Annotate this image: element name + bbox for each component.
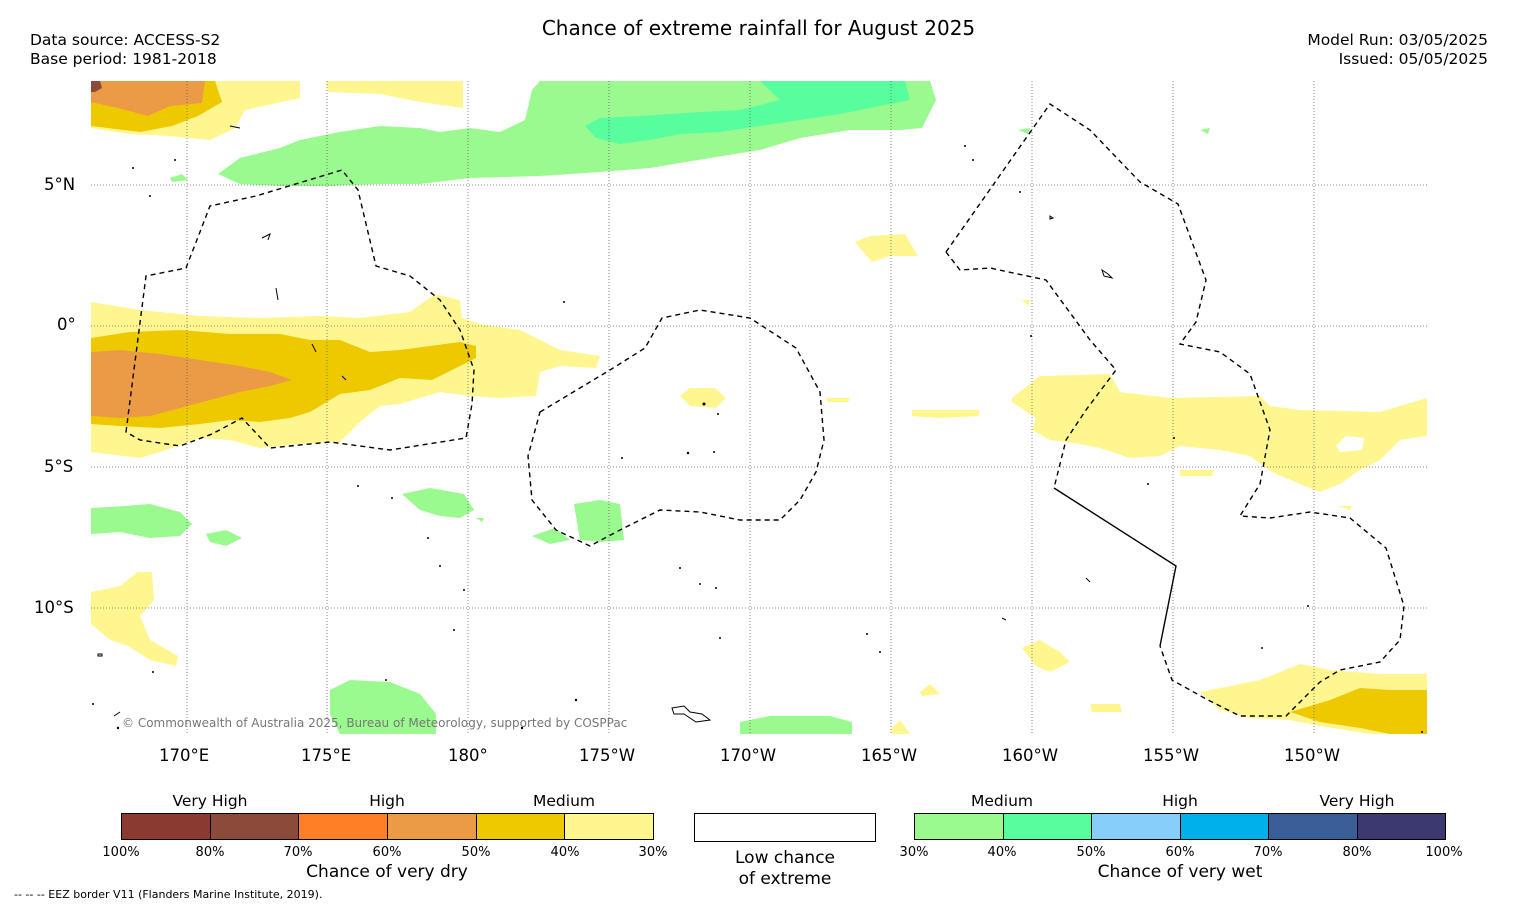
dry-swatch-1 [122, 814, 211, 839]
lon-label-150w: 150°W [1284, 746, 1341, 765]
wet-swatch-2 [1003, 814, 1092, 839]
issued-text: Issued: 05/05/2025 [1338, 50, 1488, 68]
wet-swatch-1 [915, 814, 1004, 839]
wet-colorbar [914, 813, 1446, 840]
dry-level-very-high: Very High [172, 792, 248, 810]
dry-tick: 100% [102, 845, 140, 860]
eez-solid-border [1053, 487, 1177, 647]
dry-swatch-6 [565, 814, 654, 839]
dry-tick: 30% [638, 845, 668, 860]
dry-tick: 50% [461, 845, 491, 860]
lat-label-5s: 5°S [44, 457, 74, 476]
low-chance-line1: Low chance [735, 848, 835, 868]
dry-tick: 60% [372, 845, 402, 860]
wet-level-high: High [1162, 792, 1198, 810]
wet-tick: 70% [1253, 845, 1283, 860]
data-source-text: Data source: ACCESS-S2 [30, 31, 221, 49]
dry-tick: 40% [550, 845, 580, 860]
copyright-text: © Commonwealth of Australia 2025, Bureau… [122, 716, 628, 730]
lat-label-0: 0° [57, 315, 76, 334]
lon-label-160w: 160°W [1002, 746, 1059, 765]
dry-swatch-2 [210, 814, 300, 839]
model-run-text: Model Run: 03/05/2025 [1307, 31, 1488, 49]
eez-borders [125, 103, 1405, 717]
dry-swatch-3 [299, 814, 389, 839]
wet-tick: 60% [1165, 845, 1195, 860]
low-chance-swatch [694, 813, 876, 842]
islands [97, 125, 1114, 723]
dry-swatch-5 [476, 814, 566, 839]
dry-level-high: High [369, 792, 405, 810]
lat-label-5n: 5°N [44, 175, 76, 194]
wet-tick: 30% [899, 845, 929, 860]
lon-label-170w: 170°W [720, 746, 777, 765]
gridlines [91, 81, 1427, 734]
low-chance-line2: of extreme [738, 869, 832, 889]
lon-label-170e: 170°E [159, 746, 210, 765]
dry-colorbar [121, 813, 654, 840]
wet-swatch-3 [1092, 814, 1181, 839]
lon-label-175e: 175°E [301, 746, 352, 765]
eez-note: -- -- -- EEZ border V11 (Flanders Marine… [14, 888, 323, 901]
map-title: Chance of extreme rainfall for August 20… [541, 16, 976, 40]
wet-tick: 40% [987, 845, 1017, 860]
wet-tick: 80% [1342, 845, 1372, 860]
base-period-text: Base period: 1981-2018 [30, 50, 217, 68]
wet-scale-label: Chance of very wet [1097, 862, 1263, 882]
dry-level-medium: Medium [533, 792, 595, 810]
wet-swatch-4 [1180, 814, 1269, 839]
lat-label-10s: 10°S [34, 598, 74, 617]
dry-tick: 70% [283, 845, 313, 860]
lon-label-165w: 165°W [861, 746, 918, 765]
wet-swatch-5 [1269, 814, 1358, 839]
lon-label-180: 180° [448, 746, 488, 765]
dry-swatch-4 [388, 814, 477, 839]
dry-scale-label: Chance of very dry [306, 862, 468, 882]
lon-label-155w: 155°W [1143, 746, 1200, 765]
lon-label-175w: 175°W [579, 746, 636, 765]
dry-tick: 80% [195, 845, 225, 860]
wet-tick: 50% [1076, 845, 1106, 860]
wet-level-very-high: Very High [1319, 792, 1395, 810]
small-islands [92, 145, 1423, 733]
probability-fields [91, 81, 1427, 734]
wet-swatch-6 [1357, 814, 1445, 839]
wet-tick: 100% [1425, 845, 1463, 860]
wet-level-medium: Medium [971, 792, 1033, 810]
